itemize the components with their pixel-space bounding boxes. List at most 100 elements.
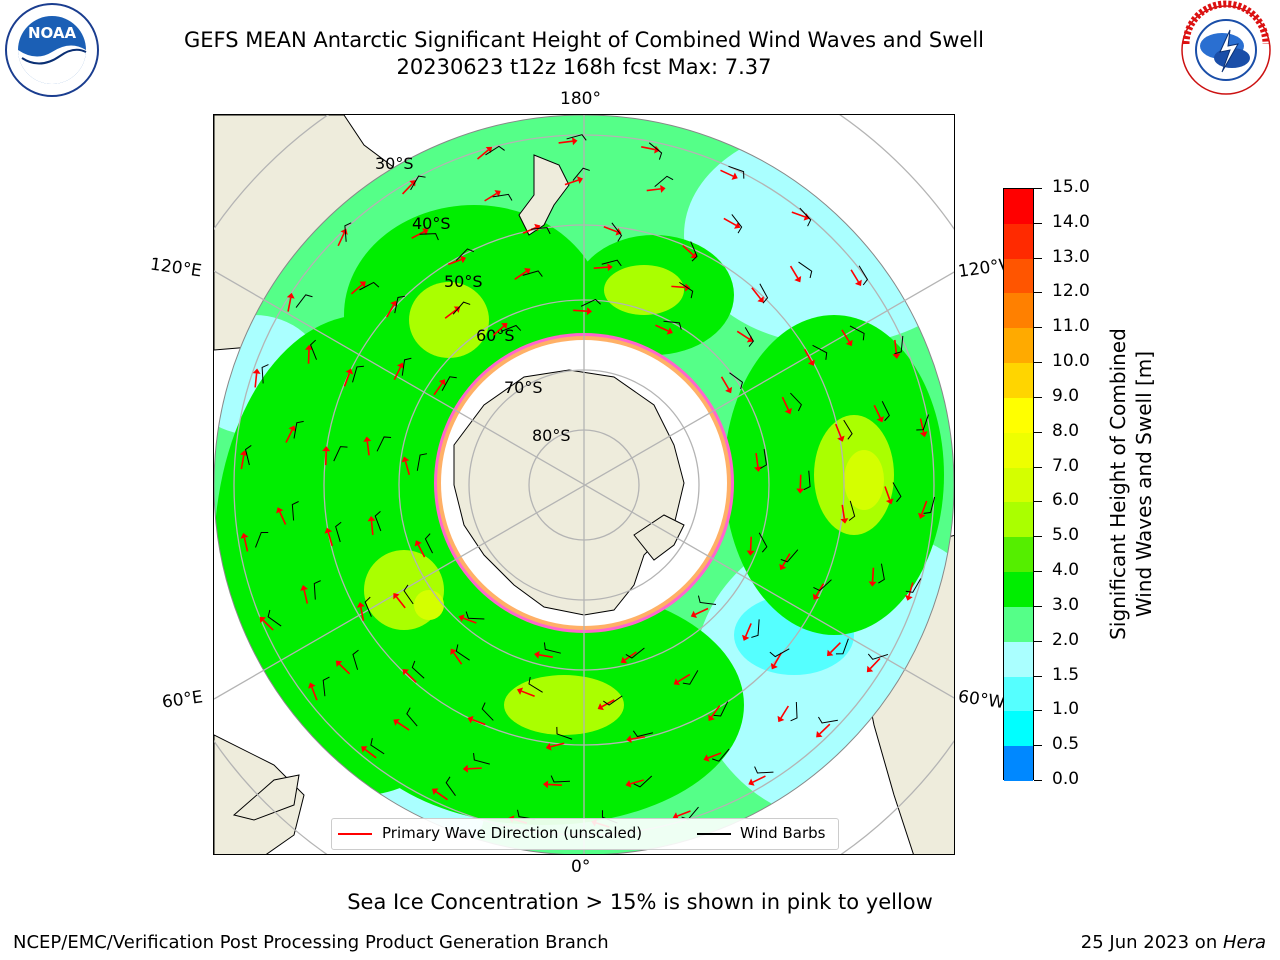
- wave-arrow-head: [345, 368, 354, 375]
- colorbar-tick-label: 0.0: [1052, 769, 1080, 789]
- wave-arrow: [404, 461, 411, 476]
- wind-barb: [812, 344, 828, 360]
- lon-label-120e: 120°E: [148, 254, 203, 282]
- wave-arrow: [749, 536, 752, 551]
- colorbar-tick: [1034, 675, 1042, 677]
- colorbar-segment: [1004, 502, 1033, 538]
- lat-label-80s: 80°S: [532, 426, 571, 445]
- wind-barb: [790, 392, 802, 412]
- wind-barb: [923, 496, 936, 514]
- colorbar-tick-label: 8.0: [1052, 420, 1080, 441]
- wave-arrow-head: [534, 223, 541, 232]
- wind-barb: [654, 175, 674, 187]
- footer-branch: NCEP/EMC/Verification Post Processing Pr…: [13, 932, 609, 953]
- wind-barb: [760, 449, 768, 469]
- colorbar-tick: [1034, 745, 1042, 747]
- wind-barb: [603, 695, 623, 706]
- footer-host: Hera: [1222, 932, 1266, 953]
- wind-barb: [818, 716, 838, 724]
- wind-barb: [550, 775, 570, 783]
- wave-arrow-head: [703, 754, 710, 762]
- colorbar: [1003, 188, 1034, 782]
- wave-arrow-head: [542, 780, 549, 789]
- wave-arrow: [393, 366, 402, 381]
- footer-date-text: 25 Jun 2023 on: [1080, 932, 1223, 953]
- wave-arrow-head: [734, 221, 741, 229]
- wind-barb: [376, 436, 392, 452]
- wind-barb: [697, 595, 717, 605]
- wave-arrow-head: [892, 353, 901, 359]
- wave-arrow: [397, 721, 410, 731]
- wave-arrow-head: [458, 614, 465, 622]
- colorbar-segment: [1004, 363, 1033, 399]
- colorbar-tick: [1034, 780, 1042, 781]
- wave-arrow-head: [305, 344, 313, 350]
- wave-arrow: [411, 231, 425, 239]
- wave-arrow: [791, 211, 806, 218]
- wave-arrow-head: [576, 176, 583, 184]
- wave-arrow: [834, 423, 842, 438]
- colorbar-tick: [1034, 605, 1042, 607]
- wave-arrow-head: [868, 581, 877, 587]
- wave-arrow: [773, 652, 782, 666]
- wave-arrow: [558, 140, 573, 144]
- sea-ice-note: Sea Ice Concentration > 15% is shown in …: [347, 890, 933, 914]
- colorbar-tick-label: 12.0: [1052, 281, 1090, 302]
- wind-barb: [611, 222, 623, 242]
- wave-arrow-head: [794, 275, 802, 283]
- wave-arrow-head: [777, 715, 785, 723]
- wave-arrow: [538, 654, 553, 658]
- wave-arrow-head: [462, 764, 468, 773]
- wave-arrow-head: [837, 435, 845, 442]
- wave-arrow: [894, 339, 898, 354]
- wind-barb: [729, 372, 744, 390]
- lat-label-40s: 40°S: [412, 214, 451, 233]
- wave-arrow: [884, 486, 891, 500]
- wind-barb: [843, 419, 853, 440]
- colorbar-tick: [1034, 640, 1042, 642]
- wave-arrow: [476, 149, 489, 160]
- colorbar-tick: [1034, 501, 1042, 503]
- colorbar-segment: [1004, 432, 1033, 469]
- wave-arrow-head: [625, 779, 632, 788]
- wave-arrow-head: [876, 416, 884, 423]
- wave-arrow-head: [359, 281, 366, 288]
- wave-arrow-head: [748, 778, 755, 786]
- wind-barb: [267, 609, 282, 627]
- wind-barb: [255, 531, 269, 548]
- wave-arrow: [343, 372, 351, 387]
- wave-arrow: [841, 329, 850, 343]
- wave-arrow: [736, 330, 750, 340]
- wave-arrow: [462, 617, 477, 624]
- wind-barb: [663, 320, 682, 330]
- wave-arrow: [781, 396, 790, 411]
- wind-barb: [295, 294, 313, 308]
- wave-arrow-head: [322, 446, 331, 452]
- colorbar-segment: [1004, 397, 1033, 434]
- wind-barb: [293, 420, 304, 439]
- wave-arrow-head: [626, 735, 632, 744]
- wind-barb: [759, 283, 769, 304]
- colorbar-title: Significant Height of Combined Wind Waves…: [1096, 188, 1166, 780]
- wave-arrow: [803, 348, 813, 362]
- wave-arrow-head: [534, 650, 540, 659]
- wind-barb: [632, 730, 654, 738]
- wind-barb: [878, 563, 885, 584]
- wind-barb: [455, 644, 470, 661]
- wave-arrow-head: [919, 431, 928, 438]
- wind-barb: [313, 580, 321, 600]
- wind-barb: [291, 501, 299, 521]
- colorbar-tick-label: 10.0: [1052, 351, 1090, 372]
- wind-barb: [780, 549, 799, 563]
- wave-arrow: [710, 705, 721, 718]
- colorbar-tick-label: 6.0: [1052, 490, 1080, 511]
- lon-label-60w: 60°W: [956, 686, 1007, 714]
- wave-arrow: [694, 607, 709, 616]
- wind-barb: [572, 167, 590, 181]
- wave-arrow: [287, 297, 292, 312]
- wind-barb: [848, 500, 856, 521]
- wind-barb: [528, 676, 543, 693]
- wave-arrow: [550, 742, 565, 748]
- wave-arrow: [350, 284, 363, 295]
- wind-barb: [835, 638, 849, 655]
